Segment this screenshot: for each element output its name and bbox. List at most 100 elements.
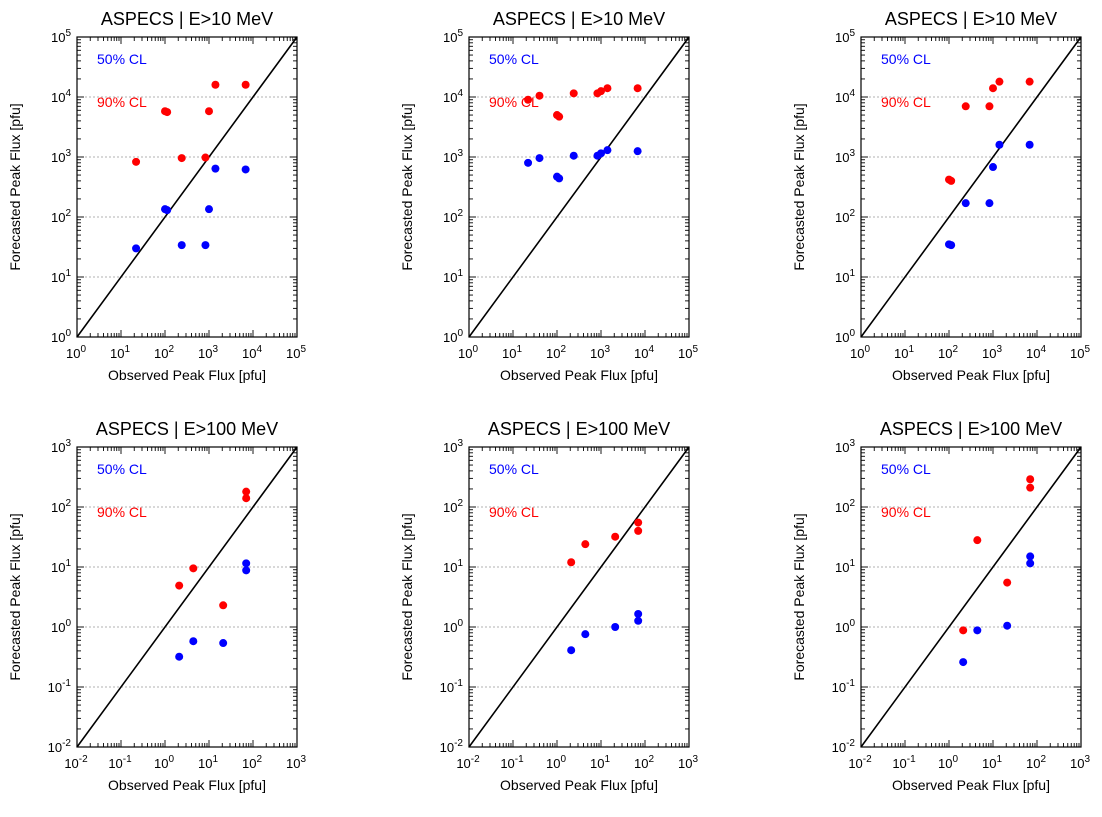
data-point [961,102,970,111]
x-tick-label: 10-1 [500,754,524,771]
x-tick-label: 101 [198,754,218,771]
chart-panel-6: 10-2 10-1 100 101 102 103 10-2 10-1 100 101 102 103… [791,419,1090,793]
chart-title: ASPECS | E>10 MeV [101,9,273,29]
x-tick-label: 101 [502,344,522,361]
data-point [633,147,642,156]
x-tick-label: 105 [678,344,698,361]
chart-title: ASPECS | E>100 MeV [880,419,1062,439]
data-point [242,487,251,496]
y-axis-label: Forecasted Peak Flux [pfu] [7,103,23,270]
x-tick-label: 104 [1026,344,1046,361]
x-tick-label: 100 [546,754,566,771]
data-point [242,494,251,503]
plot-frame [860,446,1082,748]
data-point [611,623,620,631]
x-tick-label: 100 [154,754,174,771]
data-point [219,639,228,648]
legend-entry: 50% CL [489,461,539,477]
data-point [535,154,544,163]
x-tick-label: 102 [154,344,174,361]
data-point [219,601,228,610]
x-tick-label: 101 [110,344,130,361]
data-point [242,566,251,575]
legend-entry: 90% CL [97,504,147,520]
diagonal-line [468,36,690,338]
data-point [1026,483,1035,492]
x-tick-label: 104 [242,344,262,361]
legend-entry: 90% CL [881,504,931,520]
x-tick-label: 101 [982,754,1002,771]
data-point [242,559,251,568]
y-tick-label: 10-2 [440,738,464,755]
x-tick-label: 102 [242,754,262,771]
chart-panel-4: 10-2 10-1 100 101 102 103 10-2 10-1 100 101 102 103… [7,419,306,793]
diagonal-line [76,36,298,338]
data-point [567,558,576,567]
data-point [189,564,198,573]
plot-frame [468,36,690,338]
y-tick-label: 10-1 [440,678,464,695]
data-point [163,108,172,117]
data-point [581,630,590,639]
y-tick-label: 102 [443,498,463,515]
y-tick-label: 104 [443,88,463,105]
legend-entry: 90% CL [881,94,931,110]
data-point [535,91,544,100]
plot-frame [76,36,298,338]
diagonal-line [76,446,298,748]
data-point [989,163,997,172]
data-point [961,199,970,208]
y-tick-label: 102 [835,208,855,225]
diagonal-line [860,446,1082,748]
x-tick-label: 10-2 [64,754,88,771]
x-axis-label: Observed Peak Flux [pfu] [500,367,658,383]
x-tick-label: 100 [458,344,478,361]
data-point [634,616,643,625]
data-point [959,626,968,635]
y-tick-label: 100 [835,618,855,635]
data-point [132,244,141,253]
y-tick-label: 100 [835,328,855,345]
y-tick-label: 100 [443,328,463,345]
x-tick-label: 105 [1070,344,1090,361]
data-point [177,241,186,250]
y-tick-label: 103 [443,148,463,165]
data-point [597,149,605,158]
legend-entry: 90% CL [489,504,539,520]
y-tick-label: 103 [51,438,71,455]
y-tick-label: 101 [835,558,855,575]
data-point [597,87,605,96]
data-point [524,158,533,167]
x-tick-label: 103 [198,344,218,361]
data-point [603,146,612,155]
data-point [1026,552,1035,561]
legend-entry: 50% CL [489,51,539,67]
x-tick-label: 105 [286,344,306,361]
y-tick-label: 101 [51,268,71,285]
y-tick-label: 100 [443,618,463,635]
chart-panel-5: 10-2 10-1 100 101 102 103 10-2 10-1 100 101 102 103… [399,419,698,793]
x-tick-label: 101 [894,344,914,361]
x-axis-label: Observed Peak Flux [pfu] [108,367,266,383]
plot-frame [468,446,690,748]
data-point [241,165,250,174]
y-tick-label: 10-1 [832,678,856,695]
data-point [603,84,612,93]
y-tick-label: 101 [51,558,71,575]
plot-frame [860,36,1082,338]
y-tick-label: 101 [443,558,463,575]
data-point [634,609,643,618]
x-axis-label: Observed Peak Flux [pfu] [892,367,1050,383]
x-tick-label: 104 [634,344,654,361]
y-tick-label: 105 [835,28,855,45]
chart-title: ASPECS | E>100 MeV [96,419,278,439]
chart-panel-3: 100 101 102 103 104 105 100 101 102 103 104 105 ASPE… [791,9,1090,383]
x-tick-label: 103 [678,754,698,771]
data-point [947,241,956,250]
data-point [995,140,1004,149]
data-point [189,637,198,646]
data-point [175,581,184,590]
y-tick-label: 103 [443,438,463,455]
data-point [1026,559,1035,568]
